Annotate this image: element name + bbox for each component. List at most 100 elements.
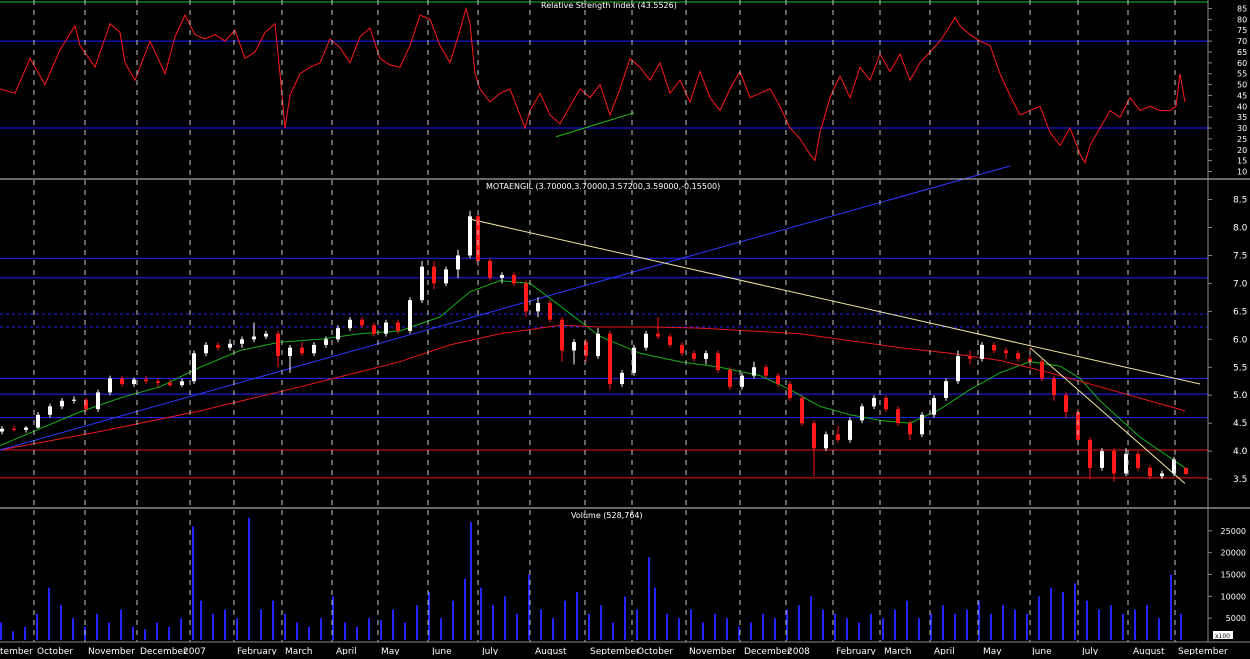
candle-down	[1016, 353, 1020, 359]
candle-down	[716, 353, 720, 371]
candle-up	[536, 302, 540, 312]
date-axis-label: July	[1081, 647, 1099, 655]
candle-down	[836, 434, 840, 440]
candle-down	[216, 344, 220, 348]
candle-up	[980, 344, 984, 359]
candle-up	[420, 266, 424, 301]
date-axis-label: February	[237, 647, 278, 655]
volume-bar	[480, 587, 482, 640]
volume-bar	[648, 557, 650, 640]
volume-bar	[464, 578, 466, 640]
candle-up	[860, 406, 864, 421]
volume-bar	[392, 609, 394, 640]
volume-bar	[504, 596, 506, 640]
candle-up	[1124, 453, 1128, 474]
candle-up	[920, 414, 924, 435]
price-trendline	[1029, 347, 1186, 484]
volume-bar	[774, 618, 776, 640]
volume-bar	[918, 618, 920, 640]
candle-up	[132, 379, 136, 385]
volume-bar	[1158, 618, 1160, 640]
candle-up	[752, 367, 756, 376]
volume-bar	[452, 600, 454, 640]
candle-up	[60, 400, 64, 407]
candle-up	[36, 414, 40, 428]
candle-down	[1136, 453, 1140, 468]
candle-up	[704, 353, 708, 359]
candle-down	[524, 283, 528, 312]
volume-bar	[440, 618, 442, 640]
candle-down	[300, 347, 304, 354]
volume-bar	[320, 618, 322, 640]
candle-up	[336, 328, 340, 340]
date-axis-label: April	[336, 647, 357, 655]
volume-bar	[492, 605, 494, 640]
date-axis-label: September	[590, 647, 640, 655]
volume-bar	[906, 600, 908, 640]
candle-up	[312, 344, 316, 354]
volume-bar	[600, 605, 602, 640]
volume-tick-label: 5000	[1226, 614, 1246, 623]
volume-bar	[72, 618, 74, 640]
volume-bar	[224, 609, 226, 640]
candle-up	[1100, 451, 1104, 468]
volume-bar	[1098, 609, 1100, 640]
price-panel: 8.5 8.0 7.5 7.0 6.5 6.0 5.5 5.0 4.5 4.0 3.5	[0, 165, 1248, 485]
volume-bar	[36, 613, 38, 640]
volume-bar	[576, 591, 578, 640]
price-panel-title: MOTAENGIL (3.70000,3.70000,3.57200,3.590…	[486, 182, 721, 191]
price-tick-label: 3.5	[1233, 475, 1247, 485]
volume-bar	[870, 613, 872, 640]
rsi-tick-label: 75	[1237, 26, 1247, 35]
volume-bar	[846, 618, 848, 640]
candle-down	[884, 398, 888, 410]
candle-up	[596, 333, 600, 357]
volume-bar	[612, 622, 614, 640]
volume-bar	[344, 622, 346, 640]
volume-bar	[666, 613, 668, 640]
candle-up	[468, 216, 472, 256]
volume-bar	[308, 626, 310, 640]
volume-bar	[1062, 591, 1064, 640]
volume-bar	[726, 618, 728, 640]
volume-bar	[470, 522, 472, 640]
volume-bar	[180, 618, 182, 640]
volume-bar	[1110, 605, 1112, 640]
volume-bar	[624, 596, 626, 640]
candle-up	[956, 356, 960, 382]
volume-bar	[738, 626, 740, 640]
volume-bar	[990, 613, 992, 640]
volume-bar	[404, 622, 406, 640]
candle-up	[632, 347, 636, 373]
volume-bar	[212, 613, 214, 640]
candle-down	[144, 379, 148, 382]
volume-bar	[786, 609, 788, 640]
volume-bar	[1074, 583, 1076, 640]
candle-up	[180, 381, 184, 386]
volume-bar	[834, 613, 836, 640]
candle-up	[572, 342, 576, 351]
date-axis-label: August	[535, 647, 567, 655]
candle-down	[1052, 378, 1056, 396]
candle-up	[204, 344, 208, 354]
unit-box	[1213, 631, 1233, 639]
candle-down	[512, 275, 516, 284]
candle-up	[500, 275, 504, 278]
volume-bar	[678, 618, 680, 640]
candle-up	[24, 427, 28, 430]
date-axis-label: October	[37, 647, 73, 655]
volume-bar	[978, 600, 980, 640]
date-axis-label: tember	[0, 647, 33, 655]
candle-down	[488, 261, 492, 278]
candle-up	[824, 434, 828, 449]
date-axis-label: February	[836, 647, 877, 655]
volume-bar	[516, 613, 518, 640]
rsi-panel-title: Relative Strength Index (43.5526)	[541, 1, 677, 10]
price-tick-label: 5.0	[1233, 391, 1248, 401]
volume-bar	[810, 596, 812, 640]
candle-up	[228, 343, 232, 348]
candle-up	[456, 255, 460, 270]
volume-bar	[236, 618, 238, 640]
volume-bar	[260, 609, 262, 640]
